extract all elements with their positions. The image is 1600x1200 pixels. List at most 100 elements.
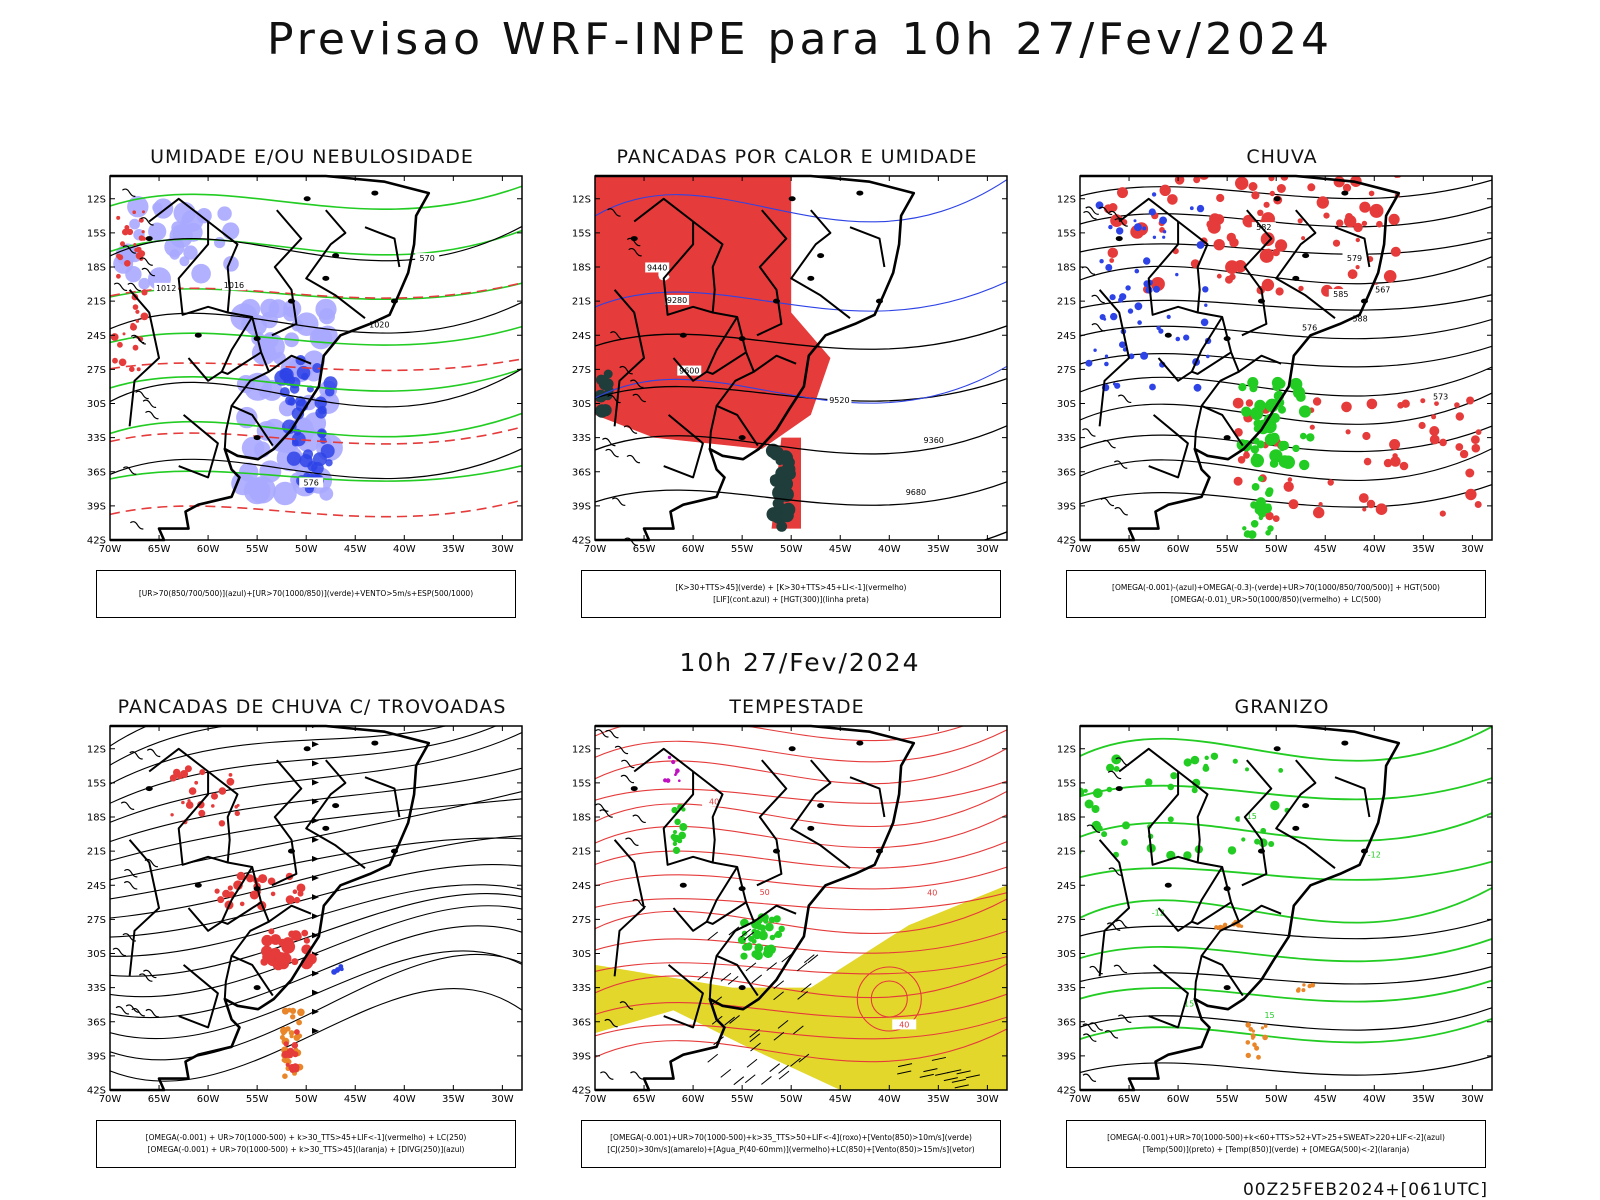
- rain-area: [1434, 401, 1439, 406]
- lat-tick-label: 30S: [1057, 399, 1076, 410]
- coastline: [110, 724, 431, 1092]
- panel-title: PANCADAS POR CALOR E UMIDADE: [616, 146, 978, 168]
- temp850-wiggle: [1235, 816, 1241, 822]
- thunderstorm-area: [211, 792, 218, 800]
- humidity-core: [323, 376, 338, 391]
- shower-area: [281, 1031, 286, 1036]
- lake: [1223, 435, 1231, 441]
- hail-area: [1245, 1052, 1251, 1059]
- lon-tick-label: 65W: [633, 544, 656, 555]
- wind-vector: [797, 990, 808, 1000]
- rain-area: [1345, 429, 1351, 435]
- red-spot: [132, 304, 139, 310]
- rain-area: [1263, 201, 1270, 208]
- border-line: [1334, 776, 1371, 818]
- border-line: [148, 197, 209, 223]
- border-line: [1118, 197, 1179, 223]
- border-line: [178, 964, 219, 1029]
- strong-omega-area: [1251, 483, 1260, 491]
- humidity-area: [191, 263, 211, 284]
- thunderstorm-area: [187, 799, 191, 803]
- lake: [1341, 740, 1349, 746]
- border-line: [672, 907, 708, 932]
- contour-label-bg: [1348, 313, 1373, 324]
- terrain-contour: [1117, 394, 1132, 404]
- humidity-area: [239, 462, 259, 482]
- border-line: [187, 907, 223, 932]
- contour-label-bg: [1362, 849, 1387, 860]
- thunderstorm-area: [291, 1042, 299, 1049]
- deep-convection-area: [766, 507, 781, 522]
- rain-area: [1229, 237, 1239, 248]
- rain-area: [1475, 429, 1482, 435]
- border-line: [1190, 866, 1232, 925]
- lake: [322, 825, 330, 831]
- lon-tick-label: 35W: [1412, 544, 1435, 555]
- pw-contour: [595, 963, 1007, 999]
- lat-tick-label: 15S: [87, 778, 106, 789]
- wind-vector: [919, 1073, 934, 1078]
- terrain-contour: [1082, 1073, 1097, 1082]
- lake: [1223, 886, 1231, 892]
- thunderstorm-area: [170, 813, 174, 817]
- rain-area: [1439, 510, 1446, 517]
- temp850-wiggle: [1106, 763, 1115, 772]
- hail-area: [1252, 1042, 1257, 1047]
- omega-area: [1193, 383, 1202, 392]
- hail-area: [1256, 1054, 1261, 1060]
- height-contour: [1080, 294, 1492, 311]
- omega-area: [1151, 192, 1157, 197]
- lon-tick-label: 45W: [344, 1094, 367, 1105]
- contour-label-bg: [221, 280, 246, 291]
- omega-area: [1200, 318, 1209, 327]
- hail-area: [1251, 1036, 1255, 1040]
- shower-area: [296, 1019, 302, 1026]
- rain-area: [1383, 270, 1397, 283]
- wind-vector: [697, 971, 709, 981]
- lat-tick-label: 15S: [1057, 778, 1076, 789]
- red-spot: [116, 253, 122, 259]
- hail-area: [1310, 982, 1316, 988]
- deep-convection-area: [772, 498, 784, 509]
- pw-contour: [595, 956, 1007, 975]
- terrain-contour: [127, 282, 141, 292]
- omega-area: [1128, 353, 1135, 360]
- temp850-wiggle: [1144, 778, 1153, 786]
- wind-vector: [750, 1042, 761, 1052]
- humidity-area: [214, 237, 226, 249]
- lake: [856, 740, 864, 746]
- thunderstorm-area: [249, 890, 259, 900]
- rain-area: [1110, 214, 1123, 227]
- streamline-arrow: [312, 913, 319, 920]
- contour-label-bg: [154, 282, 179, 293]
- lat-tick-label: 36S: [87, 1017, 106, 1028]
- omega-area: [1142, 226, 1147, 231]
- legend-box: [K>30+TTS>45](verde) + [K>30+TTS>45+LI<-…: [581, 570, 1001, 618]
- humidity-area: [173, 201, 196, 225]
- red-dashed-contour: [110, 426, 522, 445]
- strong-omega-area: [1300, 432, 1307, 440]
- lake: [390, 848, 398, 854]
- humidity-area: [315, 298, 337, 320]
- wind-vector: [897, 1063, 913, 1068]
- lat-tick-label: 33S: [572, 433, 591, 444]
- isobar: [110, 225, 522, 262]
- omega-area: [1196, 204, 1205, 213]
- rain-area: [1240, 184, 1246, 189]
- lon-tick-label: 50W: [780, 1094, 803, 1105]
- wind-vector: [807, 954, 819, 964]
- thunderstorm-area: [197, 801, 205, 809]
- wind-vector: [803, 954, 815, 964]
- omega-area: [1175, 336, 1181, 342]
- rain-area: [1275, 239, 1288, 252]
- lon-tick-label: 35W: [1412, 1094, 1435, 1105]
- red-spot: [116, 273, 121, 279]
- streamline-arrow: [312, 1008, 319, 1015]
- temp850-wiggle: [1204, 755, 1209, 760]
- temp850-wiggle: [1191, 787, 1198, 794]
- green-contour: [110, 464, 522, 482]
- streamline-arrow: [312, 970, 319, 977]
- convection-area: [671, 759, 676, 765]
- isobar: [110, 448, 522, 480]
- lake: [875, 298, 883, 304]
